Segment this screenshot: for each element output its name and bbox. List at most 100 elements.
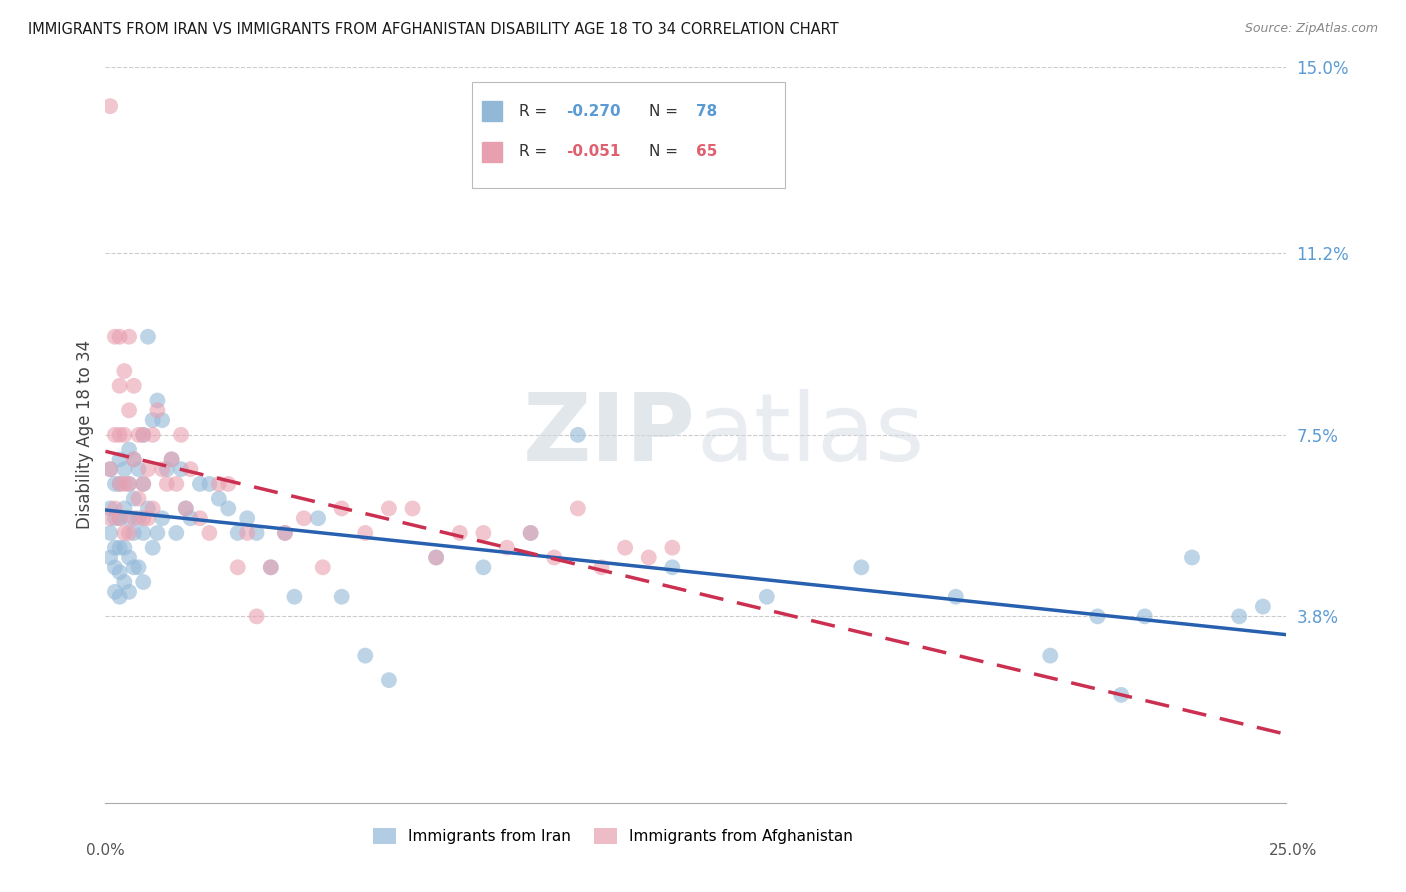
Point bbox=[472, 560, 495, 574]
Point bbox=[236, 511, 259, 525]
Text: Source: ZipAtlas.com: Source: ZipAtlas.com bbox=[1244, 22, 1378, 36]
Point bbox=[104, 329, 127, 343]
Point bbox=[104, 511, 127, 525]
Point bbox=[132, 525, 155, 540]
Point bbox=[378, 501, 401, 516]
Point bbox=[1181, 550, 1204, 565]
Point bbox=[118, 525, 141, 540]
Point bbox=[1039, 648, 1062, 663]
Text: R =: R = bbox=[519, 144, 553, 159]
Point bbox=[142, 501, 165, 516]
Point bbox=[146, 525, 169, 540]
Point bbox=[112, 476, 135, 491]
Point bbox=[755, 590, 778, 604]
Point bbox=[246, 609, 269, 624]
Point bbox=[156, 462, 179, 476]
Point bbox=[567, 427, 589, 442]
Point bbox=[217, 501, 239, 516]
Point bbox=[179, 511, 201, 525]
Point bbox=[112, 364, 135, 378]
Point bbox=[112, 525, 135, 540]
Point bbox=[274, 525, 297, 540]
Point bbox=[1087, 609, 1109, 624]
Point bbox=[330, 590, 353, 604]
Point bbox=[260, 560, 283, 574]
Point bbox=[198, 476, 221, 491]
Point bbox=[378, 673, 401, 687]
Text: -0.051: -0.051 bbox=[567, 144, 620, 159]
Point bbox=[128, 560, 150, 574]
Point bbox=[108, 541, 131, 555]
Point bbox=[1227, 609, 1250, 624]
Point bbox=[283, 590, 305, 604]
Point bbox=[174, 501, 197, 516]
Point bbox=[160, 452, 183, 467]
Point bbox=[108, 378, 131, 392]
Point bbox=[614, 541, 637, 555]
Point bbox=[108, 476, 131, 491]
Point bbox=[567, 501, 589, 516]
Point bbox=[122, 525, 145, 540]
Point bbox=[118, 403, 141, 417]
Text: ZIP: ZIP bbox=[523, 389, 696, 481]
Point bbox=[425, 550, 447, 565]
Point bbox=[150, 413, 173, 427]
Point bbox=[122, 378, 145, 392]
Point bbox=[132, 511, 155, 525]
Point bbox=[330, 501, 353, 516]
Point bbox=[354, 525, 377, 540]
Point bbox=[136, 501, 159, 516]
Point bbox=[208, 491, 231, 506]
Point bbox=[112, 541, 135, 555]
Point bbox=[496, 541, 519, 555]
Point bbox=[132, 427, 155, 442]
Point bbox=[122, 452, 145, 467]
Point bbox=[118, 511, 141, 525]
Point bbox=[118, 585, 141, 599]
Legend: Immigrants from Iran, Immigrants from Afghanistan: Immigrants from Iran, Immigrants from Af… bbox=[367, 822, 859, 850]
Point bbox=[112, 574, 135, 589]
Point bbox=[146, 393, 169, 408]
Point bbox=[118, 442, 141, 457]
Text: N =: N = bbox=[648, 144, 682, 159]
Text: atlas: atlas bbox=[696, 389, 924, 481]
Point bbox=[136, 511, 159, 525]
Point bbox=[108, 329, 131, 343]
Point bbox=[128, 462, 150, 476]
Point bbox=[112, 501, 135, 516]
Point bbox=[136, 329, 159, 343]
Point bbox=[543, 550, 565, 565]
Point bbox=[118, 329, 141, 343]
Point bbox=[851, 560, 873, 574]
Point bbox=[1109, 688, 1132, 702]
Point bbox=[104, 476, 127, 491]
Point bbox=[519, 525, 541, 540]
Point bbox=[108, 452, 131, 467]
Point bbox=[108, 476, 131, 491]
Point bbox=[128, 491, 150, 506]
Point bbox=[122, 452, 145, 467]
Point bbox=[312, 560, 335, 574]
Point bbox=[260, 560, 283, 574]
Text: R =: R = bbox=[519, 103, 553, 119]
Point bbox=[128, 427, 150, 442]
Point bbox=[188, 476, 211, 491]
Point bbox=[104, 585, 127, 599]
Point bbox=[165, 476, 187, 491]
FancyBboxPatch shape bbox=[471, 81, 785, 188]
Point bbox=[945, 590, 967, 604]
Point bbox=[1251, 599, 1274, 614]
Point bbox=[472, 525, 495, 540]
Point bbox=[108, 511, 131, 525]
Point bbox=[198, 525, 221, 540]
Point bbox=[637, 550, 659, 565]
Text: N =: N = bbox=[648, 103, 682, 119]
Point bbox=[188, 511, 211, 525]
Point bbox=[118, 476, 141, 491]
Point bbox=[132, 476, 155, 491]
Point bbox=[98, 525, 121, 540]
Point bbox=[118, 476, 141, 491]
Point bbox=[156, 476, 179, 491]
Point bbox=[132, 574, 155, 589]
Point bbox=[108, 427, 131, 442]
